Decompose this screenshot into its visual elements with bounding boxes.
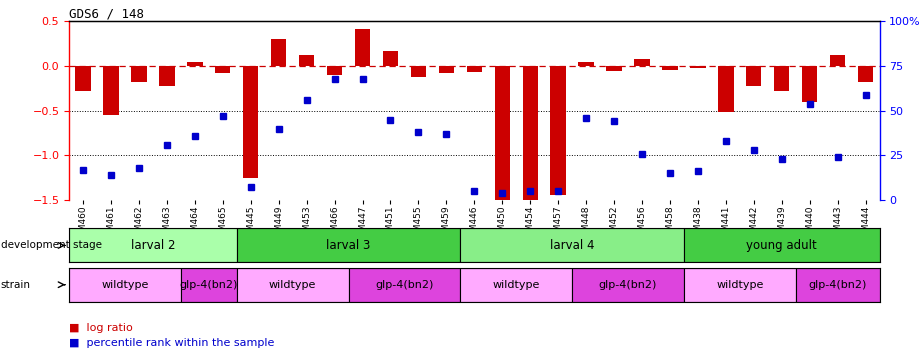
Bar bbox=[216, 66, 230, 73]
Bar bbox=[76, 66, 91, 91]
Bar bbox=[460, 228, 684, 262]
Text: glp-4(bn2): glp-4(bn2) bbox=[809, 280, 867, 290]
Bar bbox=[830, 55, 845, 66]
Text: larval 3: larval 3 bbox=[326, 239, 371, 252]
Bar bbox=[467, 66, 482, 72]
Bar bbox=[662, 66, 678, 70]
Bar bbox=[495, 66, 510, 204]
Bar bbox=[237, 228, 460, 262]
Text: strain: strain bbox=[1, 280, 31, 290]
Bar bbox=[299, 55, 314, 66]
Bar bbox=[69, 228, 237, 262]
Bar bbox=[411, 66, 426, 77]
Bar bbox=[746, 66, 762, 86]
Bar bbox=[796, 268, 880, 302]
Bar bbox=[578, 62, 594, 66]
Bar bbox=[271, 39, 286, 66]
Bar bbox=[857, 66, 873, 82]
Text: wildtype: wildtype bbox=[269, 280, 316, 290]
Text: wildtype: wildtype bbox=[101, 280, 148, 290]
Text: glp-4(bn2): glp-4(bn2) bbox=[180, 280, 238, 290]
Bar bbox=[460, 268, 572, 302]
Text: glp-4(bn2): glp-4(bn2) bbox=[599, 280, 658, 290]
Text: larval 4: larval 4 bbox=[550, 239, 594, 252]
Bar bbox=[132, 66, 146, 82]
Bar bbox=[187, 62, 203, 66]
Bar bbox=[802, 66, 817, 102]
Bar bbox=[69, 268, 181, 302]
Text: ■  percentile rank within the sample: ■ percentile rank within the sample bbox=[69, 338, 274, 348]
Text: ■  log ratio: ■ log ratio bbox=[69, 323, 133, 333]
Bar bbox=[159, 66, 175, 86]
Bar bbox=[635, 59, 649, 66]
Bar bbox=[718, 66, 733, 112]
Bar bbox=[383, 51, 398, 66]
Text: young adult: young adult bbox=[746, 239, 817, 252]
Bar bbox=[606, 66, 622, 71]
Bar bbox=[438, 66, 454, 73]
Text: glp-4(bn2): glp-4(bn2) bbox=[375, 280, 434, 290]
Bar bbox=[684, 228, 880, 262]
Bar bbox=[348, 268, 460, 302]
Bar bbox=[522, 66, 538, 200]
Text: wildtype: wildtype bbox=[717, 280, 764, 290]
Bar bbox=[355, 29, 370, 66]
Bar bbox=[572, 268, 684, 302]
Bar bbox=[690, 66, 705, 68]
Bar bbox=[551, 66, 565, 195]
Bar bbox=[327, 66, 343, 75]
Text: wildtype: wildtype bbox=[493, 280, 540, 290]
Text: larval 2: larval 2 bbox=[131, 239, 175, 252]
Bar bbox=[237, 268, 348, 302]
Bar bbox=[103, 66, 119, 115]
Bar bbox=[774, 66, 789, 91]
Bar bbox=[181, 268, 237, 302]
Bar bbox=[684, 268, 796, 302]
Bar bbox=[243, 66, 259, 178]
Text: development stage: development stage bbox=[1, 240, 102, 251]
Text: GDS6 / 148: GDS6 / 148 bbox=[69, 7, 144, 20]
